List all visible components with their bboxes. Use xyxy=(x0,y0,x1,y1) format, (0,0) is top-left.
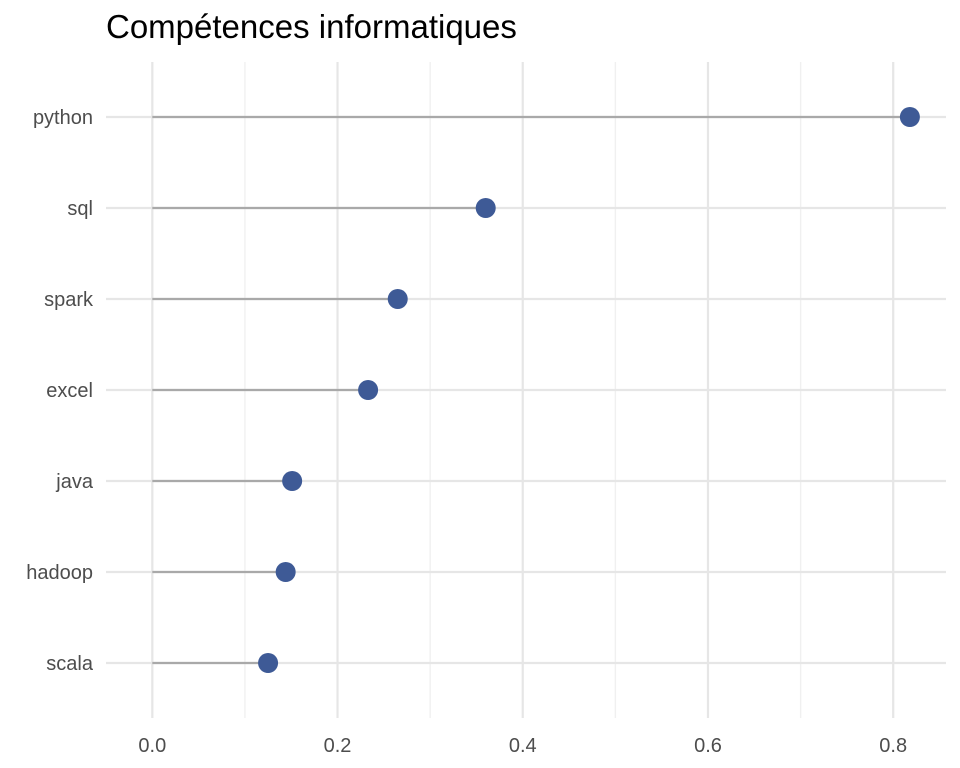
point-layer xyxy=(258,107,920,673)
y-axis-labels: python sql spark excel java hadoop scala xyxy=(26,107,94,675)
y-tick-label: scala xyxy=(46,653,94,675)
data-point xyxy=(475,198,496,218)
y-tick-label: hadoop xyxy=(26,562,93,584)
x-tick-label: 0.8 xyxy=(879,735,907,757)
x-tick-label: 0.6 xyxy=(694,735,722,757)
chart-title: Compétences informatiques xyxy=(106,8,517,45)
data-point xyxy=(275,562,296,582)
data-point xyxy=(282,471,303,491)
data-point xyxy=(899,107,920,127)
y-tick-label: sql xyxy=(67,198,93,220)
y-tick-label: java xyxy=(55,471,94,493)
data-point xyxy=(387,289,408,309)
y-tick-label: excel xyxy=(46,380,93,402)
x-tick-label: 0.4 xyxy=(509,735,537,757)
stem-layer xyxy=(152,115,910,665)
x-axis-labels: 0.0 0.2 0.4 0.6 0.8 xyxy=(138,735,907,757)
data-point xyxy=(258,653,279,673)
y-tick-label: python xyxy=(33,107,93,129)
y-tick-label: spark xyxy=(44,289,94,311)
x-tick-label: 0.0 xyxy=(138,735,166,757)
x-tick-label: 0.2 xyxy=(324,735,352,757)
data-point xyxy=(358,380,379,400)
